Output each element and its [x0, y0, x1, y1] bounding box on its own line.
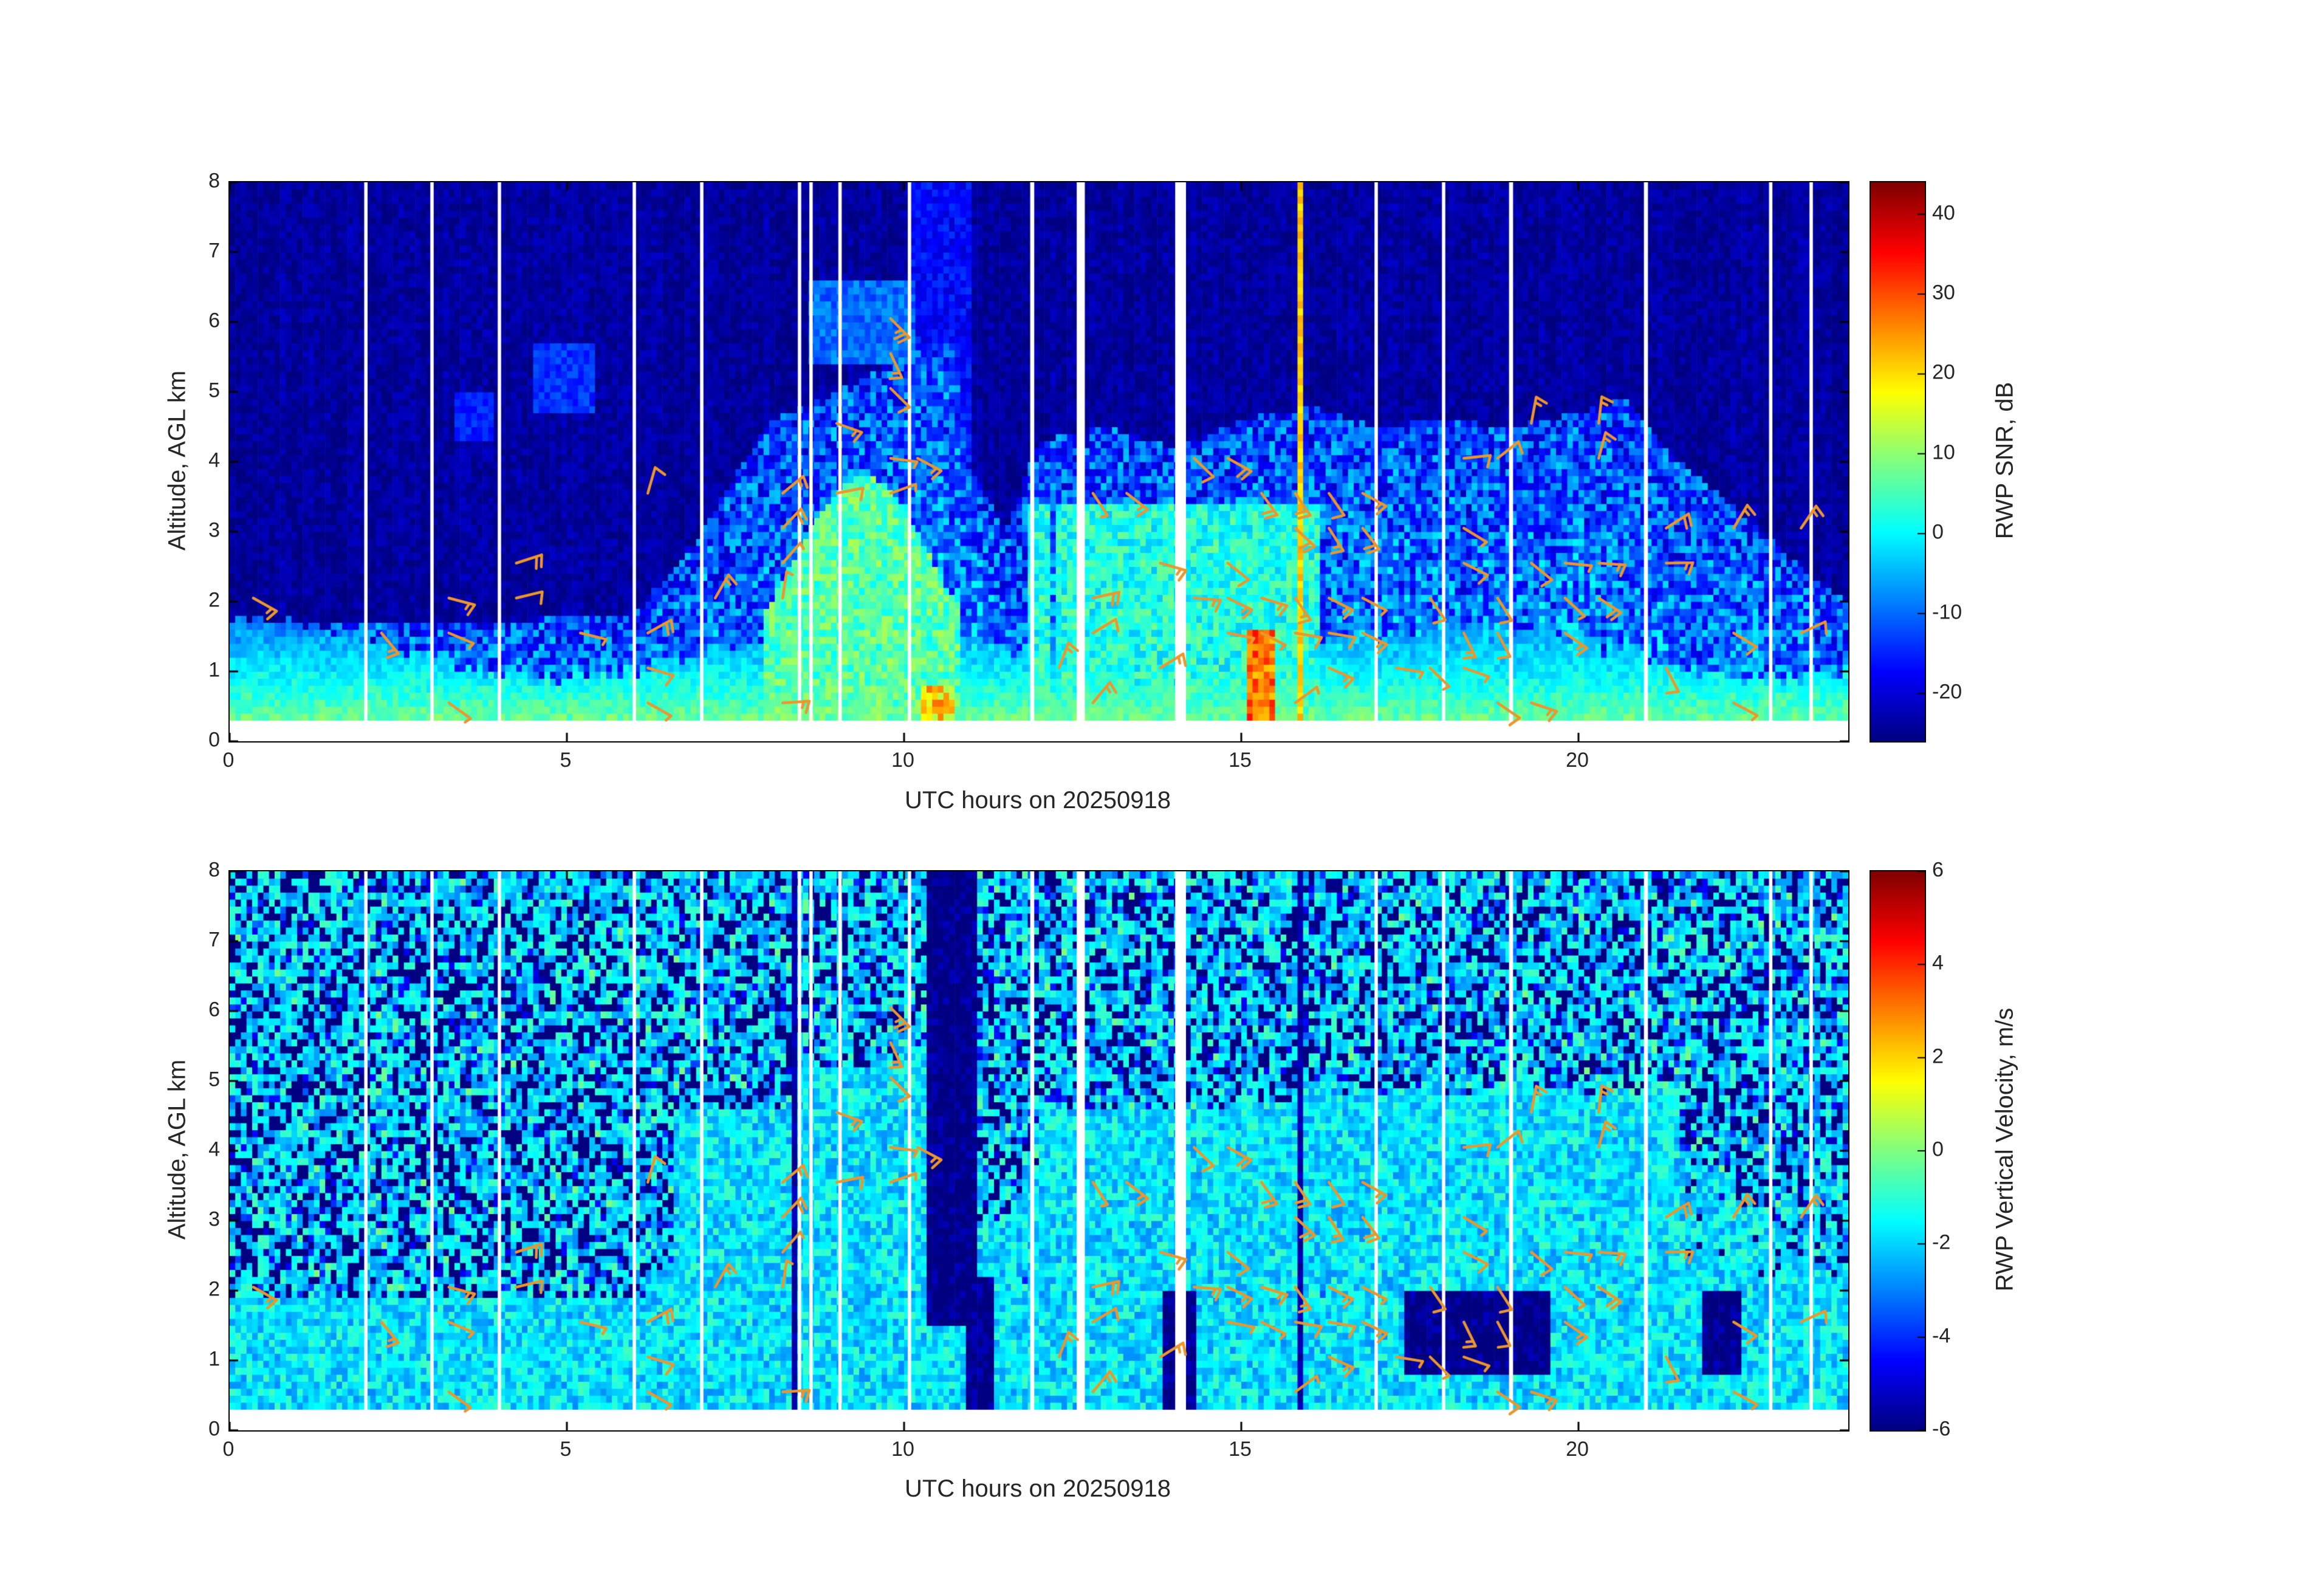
y-tick-label: 7	[208, 928, 220, 952]
colorbar-tick-label: 0	[1932, 520, 1944, 544]
colorbar-tick-label: 30	[1932, 281, 1955, 304]
y-tick-label: 8	[208, 169, 220, 193]
colorbar-tick-label: -10	[1932, 600, 1962, 624]
y-tick-label: 6	[208, 309, 220, 332]
y-tick-label: 4	[208, 448, 220, 472]
y-tick-label: 5	[208, 379, 220, 402]
x-tick-label: 0	[222, 1438, 235, 1461]
colorbar-tick-label: -6	[1932, 1417, 1951, 1441]
y-tick-label: 4	[208, 1137, 220, 1161]
colorbar-tick-label: 10	[1932, 441, 1955, 464]
y-tick-label: 0	[208, 728, 220, 752]
ylabel-snr: Altitude, AGL km	[163, 370, 191, 551]
y-tick-label: 2	[208, 1277, 220, 1301]
velocity-colorbar-label: RWP Vertical Velocity, m/s	[1991, 1007, 2018, 1292]
colorbar-tick-label: 4	[1932, 951, 1944, 975]
x-tick-label: 15	[1229, 749, 1252, 772]
y-tick-label: 3	[208, 1207, 220, 1231]
colorbar-tick-label: -4	[1932, 1324, 1951, 1348]
snr-heatmap-canvas	[228, 181, 1849, 743]
ylabel-velocity: Altitude, AGL km	[163, 1059, 191, 1240]
snr-colorbar-label: RWP SNR, dB	[1991, 382, 2018, 540]
x-tick-label: 0	[222, 749, 235, 772]
colorbar-tick-label: -2	[1932, 1230, 1951, 1254]
y-tick-label: 3	[208, 518, 220, 542]
y-tick-label: 2	[208, 588, 220, 612]
x-tick-label: 20	[1566, 749, 1589, 772]
xlabel-velocity: UTC hours on 20250918	[904, 1475, 1171, 1502]
velocity-colorbar	[1870, 870, 1926, 1432]
y-tick-label: 1	[208, 1347, 220, 1371]
x-tick-label: 20	[1566, 1438, 1589, 1461]
velocity-heatmap-canvas	[228, 870, 1849, 1432]
snr-colorbar	[1870, 181, 1926, 743]
colorbar-tick-label: -20	[1932, 680, 1962, 704]
colorbar-tick-label: 6	[1932, 858, 1944, 882]
x-tick-label: 10	[891, 749, 914, 772]
x-tick-label: 15	[1229, 1438, 1252, 1461]
x-tick-label: 5	[560, 749, 572, 772]
y-tick-label: 8	[208, 858, 220, 882]
y-tick-label: 0	[208, 1417, 220, 1441]
xlabel-snr: UTC hours on 20250918	[904, 787, 1171, 814]
colorbar-tick-label: 20	[1932, 360, 1955, 384]
x-tick-label: 10	[891, 1438, 914, 1461]
y-tick-label: 6	[208, 998, 220, 1021]
colorbar-tick-label: 0	[1932, 1137, 1944, 1161]
y-tick-label: 1	[208, 658, 220, 682]
x-tick-label: 5	[560, 1438, 572, 1461]
y-tick-label: 5	[208, 1068, 220, 1091]
colorbar-tick-label: 40	[1932, 201, 1955, 225]
colorbar-tick-label: 2	[1932, 1044, 1944, 1068]
y-tick-label: 7	[208, 239, 220, 262]
